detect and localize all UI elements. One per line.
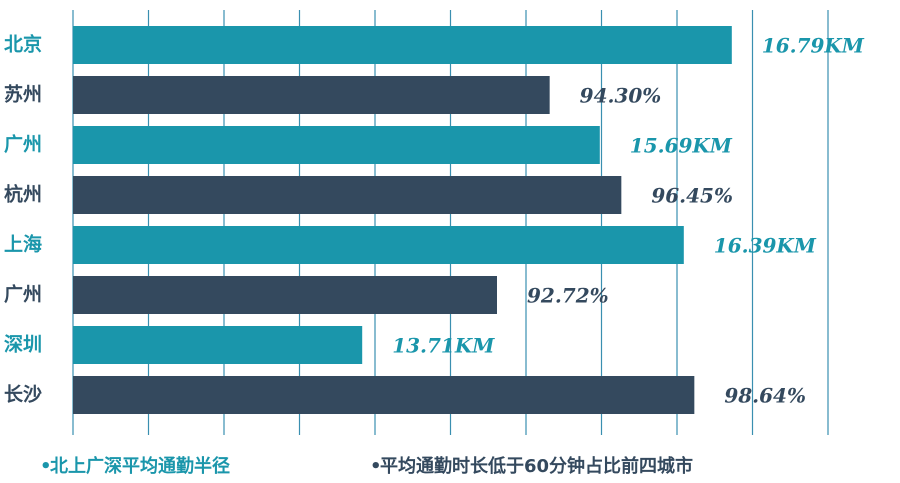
legend-label: 平均通勤时长低于60分钟占比前四城市: [380, 455, 693, 477]
bar: [73, 76, 550, 114]
category-label: 上海: [4, 233, 42, 256]
value-label: 96.45%: [651, 184, 733, 208]
value-label: 15.69KM: [630, 134, 733, 158]
value-label: 92.72%: [527, 284, 609, 308]
value-label: 98.64%: [724, 384, 806, 408]
category-label: 苏州: [4, 83, 42, 106]
bar: [73, 326, 363, 364]
category-label: 杭州: [4, 183, 42, 206]
value-label: 16.39KM: [714, 234, 817, 258]
bar: [73, 226, 684, 264]
category-label: 深圳: [4, 333, 42, 356]
legend-bullet: •: [40, 456, 52, 477]
bar: [73, 26, 732, 64]
legend-bullet: •: [370, 456, 382, 477]
legend-label: 北上广深平均通勤半径: [50, 455, 230, 477]
category-label: 长沙: [4, 384, 42, 406]
bar: [73, 126, 600, 164]
bar: [73, 376, 695, 414]
category-label: 广州: [4, 283, 42, 306]
bar: [73, 276, 497, 314]
bar: [73, 176, 622, 214]
category-label: 北京: [4, 33, 42, 56]
value-label: 16.79KM: [762, 34, 865, 58]
value-label: 94.30%: [580, 84, 662, 108]
category-label: 广州: [4, 133, 42, 156]
value-label: 13.71KM: [392, 334, 495, 358]
